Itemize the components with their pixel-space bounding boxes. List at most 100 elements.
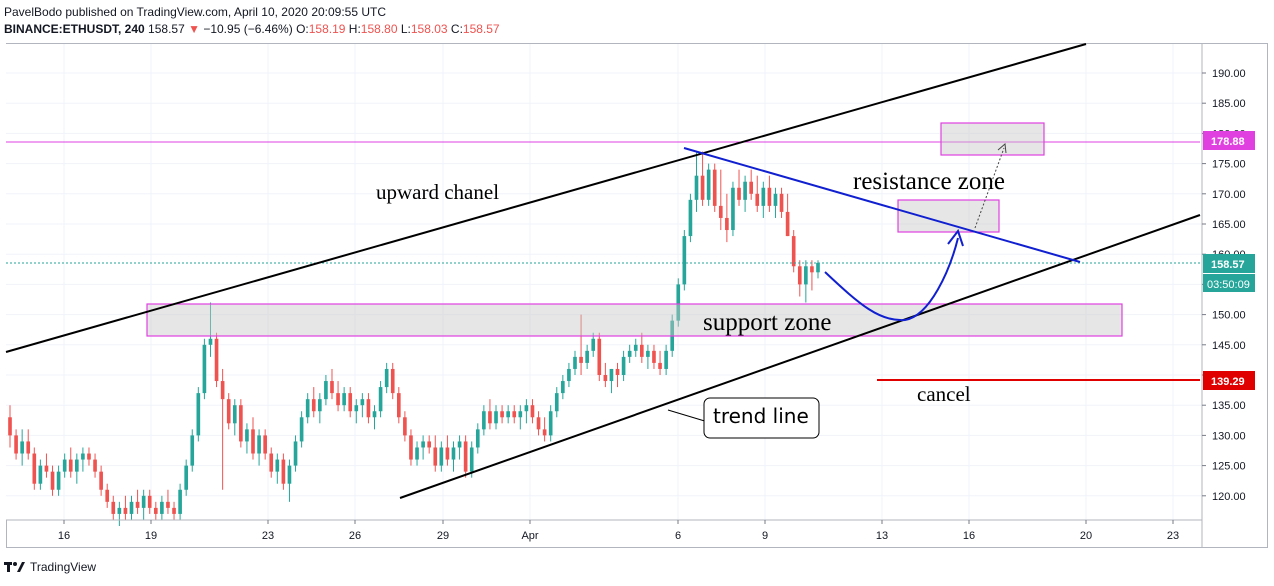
candle-body: [372, 411, 377, 418]
cancel-level-badge-text: 139.29: [1211, 376, 1245, 388]
candle-body: [427, 441, 432, 448]
x-tick-label: 23: [1167, 530, 1179, 542]
candle: [415, 441, 419, 466]
candle-body: [700, 175, 705, 200]
open-label: O:: [296, 22, 309, 36]
resistance-level-badge-text: 178.88: [1211, 136, 1245, 148]
y-tick-label: 170.00: [1212, 189, 1246, 201]
candle: [348, 387, 353, 418]
candle: [664, 344, 668, 375]
candle: [658, 350, 662, 375]
candle-body: [536, 417, 541, 430]
candle: [451, 441, 456, 472]
candle-body: [718, 205, 723, 218]
candle-body: [105, 489, 110, 502]
candle: [718, 169, 723, 231]
candle-body: [32, 453, 37, 484]
candle: [99, 465, 103, 496]
projection-curve: [824, 237, 959, 322]
candle: [500, 405, 504, 424]
candle: [518, 405, 523, 430]
candle-body: [56, 471, 61, 490]
candle: [111, 495, 116, 520]
candle: [682, 230, 687, 291]
candle-body: [318, 399, 322, 412]
candle-body: [354, 405, 359, 412]
y-tick-label: 190.00: [1212, 68, 1246, 80]
candle-body: [166, 501, 170, 508]
candle-body: [627, 350, 632, 357]
candle: [172, 501, 176, 520]
candle: [396, 387, 401, 424]
candle: [275, 453, 280, 484]
candle: [536, 411, 541, 436]
candle: [214, 332, 219, 388]
candle: [439, 441, 444, 472]
candle: [737, 169, 741, 206]
chart-grid: [6, 44, 1202, 520]
candle-body: [220, 381, 225, 400]
candle-body: [287, 465, 292, 484]
candle: [797, 260, 802, 297]
candle-body: [554, 393, 559, 412]
candle: [542, 417, 547, 442]
footer: TradingView: [4, 560, 96, 574]
candle: [767, 175, 772, 212]
candle: [360, 393, 365, 418]
candle-body: [585, 350, 589, 363]
candle: [749, 169, 753, 200]
candle-body: [68, 459, 73, 472]
candle-body: [761, 187, 766, 206]
trend-line-callout-box: [703, 397, 820, 439]
candle: [226, 393, 231, 430]
candle-body: [561, 381, 565, 394]
candle-body: [275, 459, 280, 472]
candle: [202, 338, 207, 400]
low-value: 158.03: [410, 22, 448, 36]
candle-body: [518, 411, 523, 418]
candle: [281, 453, 286, 490]
trend-line-callout-tail: [667, 409, 709, 423]
candle: [512, 405, 517, 424]
candle-body: [299, 417, 304, 442]
candle-body: [591, 338, 596, 351]
candle: [257, 429, 261, 466]
candle-body: [415, 447, 419, 460]
candle-body: [20, 441, 24, 454]
candle-body: [524, 405, 529, 412]
y-tick-label: 165.00: [1212, 219, 1246, 231]
candle-body: [810, 266, 814, 273]
candle: [208, 302, 213, 357]
candle-body: [469, 447, 474, 472]
candle-body: [706, 169, 711, 200]
candle: [153, 501, 158, 520]
last-price-badge: [1203, 254, 1255, 273]
candle-body: [160, 501, 164, 514]
candle: [676, 278, 681, 327]
candle: [627, 344, 632, 363]
candle: [573, 350, 577, 375]
candle: [232, 399, 237, 436]
tradingview-brand[interactable]: TradingView: [30, 560, 97, 574]
candle: [147, 489, 152, 514]
upward-channel-label: upward chanel: [376, 180, 499, 204]
candle: [141, 489, 146, 520]
candle: [475, 423, 480, 454]
x-tick-label: 23: [262, 530, 274, 542]
candle-body: [311, 399, 316, 412]
candle-body: [172, 507, 176, 514]
candle-body: [409, 435, 413, 460]
candle: [14, 429, 18, 460]
candle: [457, 435, 462, 460]
x-tick-label: 19: [145, 530, 157, 542]
candle: [700, 151, 705, 206]
candle-body: [567, 368, 571, 382]
symbol-label[interactable]: BINANCE:ETHUSDT, 240: [4, 22, 145, 36]
candle-body: [50, 471, 55, 490]
candle: [220, 368, 225, 490]
y-tick-label: 185.00: [1212, 98, 1246, 110]
candle: [287, 459, 292, 502]
candle-body: [38, 465, 43, 484]
candle-body: [791, 236, 796, 267]
